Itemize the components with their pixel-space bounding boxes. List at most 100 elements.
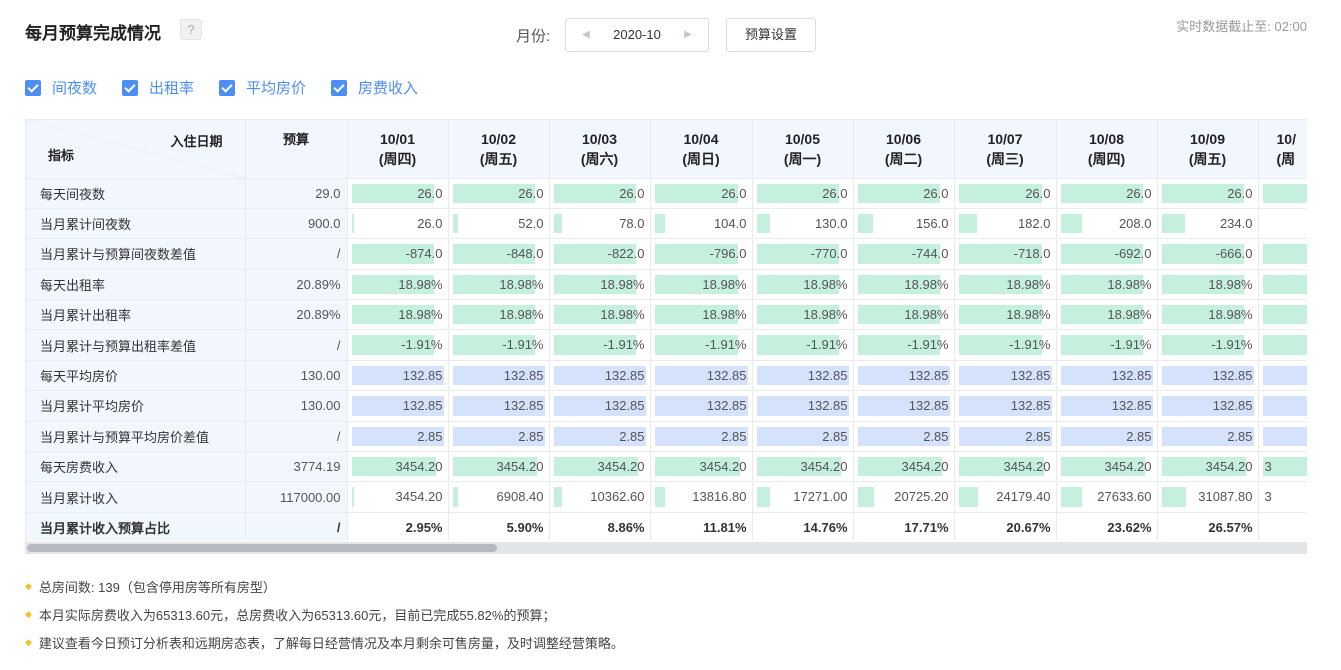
table-cell: 26.0: [549, 178, 651, 209]
cell-value: -1.91%: [1211, 337, 1253, 353]
table-cell: [1258, 269, 1307, 301]
budget-header: 预算: [245, 120, 348, 179]
table-cell: 2.85: [549, 421, 651, 453]
progress-bar-fill: [958, 426, 1052, 447]
table-cell: 18.98%: [650, 299, 753, 331]
cell-value: 132.85: [1212, 398, 1253, 414]
progress-bar-fill: [351, 457, 436, 477]
table-cell: 11.81%: [650, 512, 753, 541]
help-icon[interactable]: ?: [180, 19, 202, 40]
date-column-header: 10/05 (周一): [752, 120, 854, 179]
table-cell: [1258, 390, 1307, 422]
date-column-header: 10/02 (周五): [448, 120, 550, 179]
table-cell: 132.85: [549, 390, 651, 422]
cell-value: 18.98%: [1107, 307, 1152, 323]
cell-value: 3454.20: [800, 459, 848, 475]
cell-value: 5.90%: [506, 519, 544, 535]
cell-value: 10362.60: [590, 489, 645, 505]
cell-value: 18.98%: [904, 276, 949, 292]
table-cell: [1258, 208, 1307, 240]
table-cell: 18.98%: [1056, 299, 1158, 331]
cell-value: 3454.20: [597, 459, 645, 475]
cell-value: 2.85: [923, 428, 949, 444]
cell-value: 6908.40: [496, 489, 544, 505]
metric-name: 每天出租率: [26, 269, 246, 301]
prev-month-icon[interactable]: ◀: [582, 29, 590, 40]
progress-bar-fill: [1060, 487, 1083, 507]
cell-value: 26.0: [417, 215, 443, 231]
table-cell: 2.85: [853, 421, 955, 453]
table-cell: 8.86%: [549, 512, 651, 541]
table-cell: 18.98%: [853, 299, 955, 331]
filter-room-nights[interactable]: 间夜数: [25, 77, 97, 98]
table-cell: 132.85: [1157, 360, 1259, 392]
cell-value: 2.85: [518, 428, 544, 444]
filter-occupancy[interactable]: 出租率: [122, 77, 194, 98]
cell-value: 18.98%: [702, 276, 747, 292]
table-cell: 18.98%: [549, 269, 651, 301]
cell-value: 3454.20: [699, 459, 747, 475]
corner-metric-label: 指标: [48, 148, 75, 163]
table-cell: 17271.00: [752, 481, 854, 513]
date-column-header: 10/07 (周三): [954, 120, 1057, 179]
month-picker[interactable]: ◀ 2020-10 ▶: [565, 18, 709, 52]
column-date: 10/01: [379, 130, 416, 147]
cell-value: 18.98%: [904, 307, 949, 323]
checkbox-checked-icon[interactable]: [122, 79, 139, 96]
metric-name: 当月累计收入: [26, 481, 246, 513]
table-cell: 104.0: [650, 208, 753, 240]
progress-bar-fill: [1262, 457, 1307, 477]
table-cell: 20725.20: [853, 481, 955, 513]
table-cell: 132.85: [853, 390, 955, 422]
column-weekday: (周二): [884, 150, 923, 167]
table-cell: 132.85: [853, 360, 955, 392]
table-cell: 2.85: [448, 421, 550, 453]
horizontal-scrollbar[interactable]: [25, 542, 1307, 554]
progress-bar-fill: [654, 426, 748, 447]
checkbox-checked-icon[interactable]: [219, 79, 236, 96]
progress-bar-fill: [857, 487, 874, 507]
table-cell: 132.85: [1157, 390, 1259, 422]
table-cell: -1.91%: [853, 329, 955, 361]
progress-bar-fill: [857, 183, 941, 203]
cell-value: 132.85: [604, 367, 645, 383]
month-value: 2020-10: [613, 27, 661, 42]
table-cell: 18.98%: [752, 299, 854, 331]
progress-bar-fill: [1060, 335, 1144, 355]
next-month-icon[interactable]: ▶: [684, 29, 692, 40]
table-cell: 13816.80: [650, 481, 753, 513]
table-cell: 6908.40: [448, 481, 550, 513]
progress-bar-fill: [1161, 274, 1245, 295]
scrollbar-thumb[interactable]: [27, 544, 497, 552]
cell-value: -692.0: [1114, 246, 1152, 262]
progress-bar-fill: [452, 305, 536, 325]
progress-bar-fill: [1060, 426, 1153, 447]
cell-value: 132.85: [706, 367, 747, 383]
cell-value: 18.98%: [600, 307, 645, 323]
table-cell: 3454.20: [1056, 451, 1158, 483]
progress-bar-fill: [1262, 274, 1307, 295]
metric-name: 当月累计与预算平均房价差值: [26, 421, 246, 453]
table-header-row: 入住日期 指标 预算 10/01 (周四) 10/02 (周五) 10/03 (周六) 10…: [26, 120, 1307, 179]
filter-avg-rate[interactable]: 平均房价: [219, 77, 306, 98]
column-weekday: (周日): [682, 150, 720, 167]
page-title: 每月预算完成情况: [25, 24, 161, 43]
budget-value: 117000.00: [245, 481, 348, 513]
checkbox-checked-icon[interactable]: [25, 79, 41, 96]
budget-setting-button[interactable]: 预算设置: [726, 18, 816, 52]
table-cell: -796.0: [650, 238, 753, 270]
filter-room-revenue[interactable]: 房费收入: [331, 77, 418, 98]
table-cell: 26.0: [650, 178, 753, 209]
table-cell: 132.85: [448, 360, 550, 392]
progress-bar-fill: [452, 457, 537, 477]
progress-bar-fill: [553, 396, 646, 416]
cell-value: -796.0: [709, 246, 747, 262]
progress-bar-fill: [857, 274, 941, 295]
progress-bar-fill: [857, 396, 950, 416]
table-cell: 132.85: [650, 360, 753, 392]
progress-bar-fill: [958, 487, 978, 507]
table-cell: 3454.20: [347, 481, 449, 513]
table-row: 当月累计与预算平均房价差值/ 2.85 2.85 2.85 2.85 2.85 2.85 2.…: [26, 421, 1307, 453]
checkbox-checked-icon[interactable]: [331, 79, 348, 96]
table-cell: 2.85: [1157, 421, 1259, 453]
